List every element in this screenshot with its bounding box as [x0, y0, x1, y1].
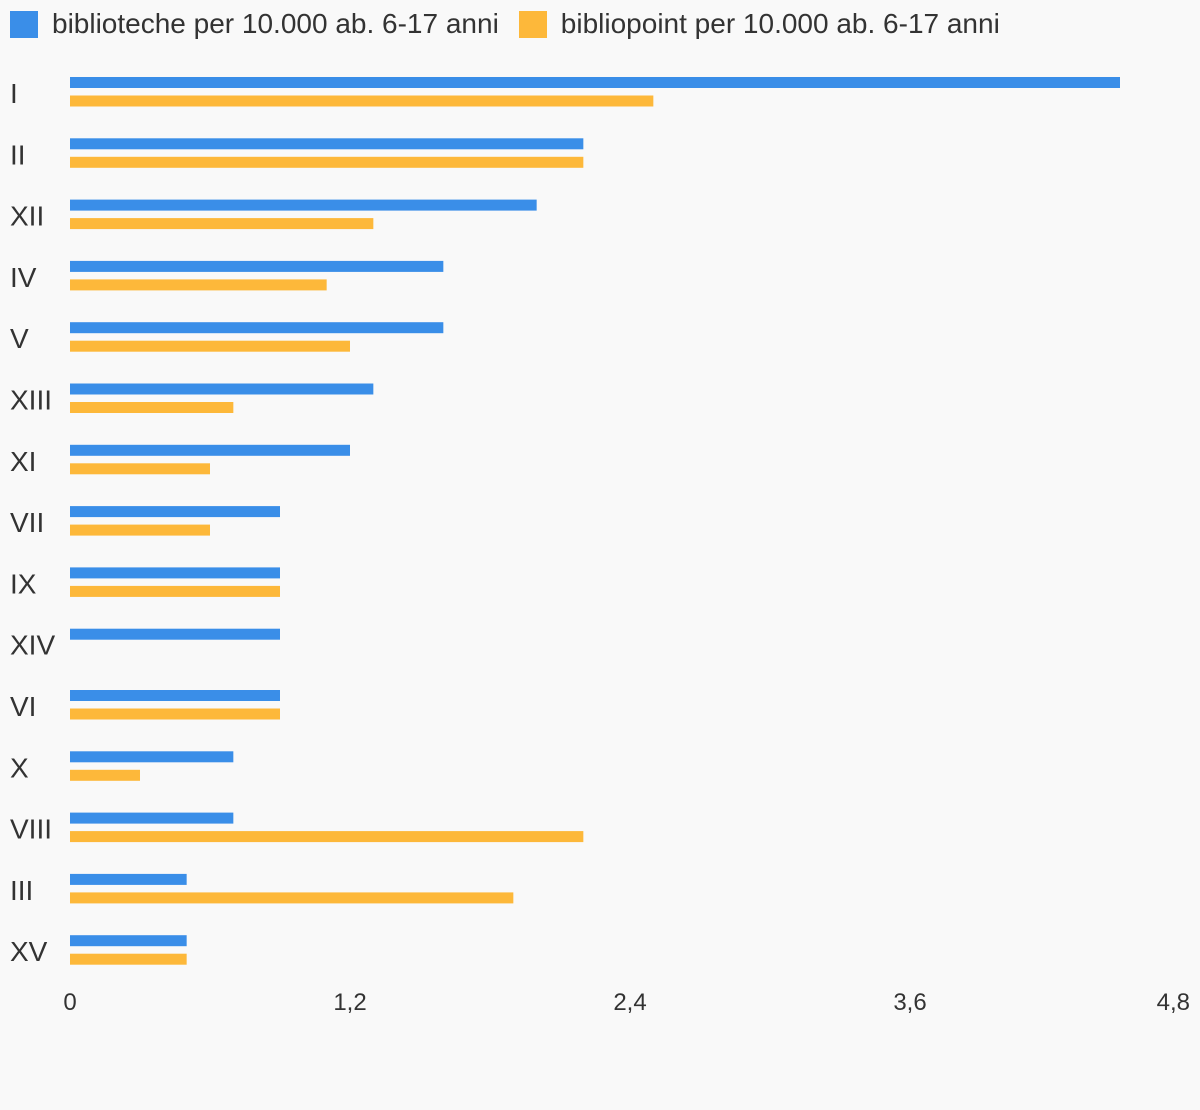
- bar-biblioteche: [70, 444, 350, 456]
- category-label: I: [10, 78, 18, 109]
- category-label: XV: [10, 936, 48, 967]
- bar-biblioteche: [70, 935, 187, 947]
- legend-item-biblioteche: biblioteche per 10.000 ab. 6-17 anni: [10, 8, 499, 40]
- bar-biblioteche: [70, 322, 444, 334]
- category-label: X: [10, 752, 29, 783]
- x-tick-label: 3,6: [893, 989, 926, 1016]
- bar-bibliopoint: [70, 831, 584, 843]
- category-label: IX: [10, 568, 37, 599]
- category-label: XIII: [10, 385, 52, 416]
- bar-bibliopoint: [70, 769, 140, 781]
- category-label: XIV: [10, 630, 55, 661]
- legend-swatch-bibliopoint: [518, 10, 547, 38]
- bar-bibliopoint: [70, 953, 187, 965]
- category-label: VIII: [10, 814, 52, 845]
- bar-bibliopoint: [70, 708, 280, 720]
- x-tick-label: 0: [63, 989, 76, 1016]
- bar-bibliopoint: [70, 524, 210, 536]
- bar-bibliopoint: [70, 279, 327, 291]
- category-label: XII: [10, 201, 44, 232]
- bar-biblioteche: [70, 260, 444, 272]
- x-tick-label: 4,8: [1157, 989, 1190, 1016]
- x-tick-label: 1,2: [333, 989, 366, 1016]
- bar-bibliopoint: [70, 402, 234, 413]
- bar-biblioteche: [70, 751, 234, 763]
- bar-bibliopoint: [70, 463, 210, 475]
- bar-biblioteche: [70, 628, 280, 640]
- legend-label-bibliopoint: bibliopoint per 10.000 ab. 6-17 anni: [560, 8, 1000, 39]
- category-label: V: [10, 323, 29, 354]
- category-label: VII: [10, 507, 44, 538]
- x-tick-label: 2,4: [613, 989, 646, 1016]
- legend-label-biblioteche: biblioteche per 10.000 ab. 6-17 anni: [52, 8, 499, 39]
- category-label: II: [10, 139, 26, 170]
- bar-bibliopoint: [70, 585, 280, 597]
- bar-bibliopoint: [70, 156, 584, 168]
- category-label: VI: [10, 691, 36, 722]
- legend-item-bibliopoint: bibliopoint per 10.000 ab. 6-17 anni: [518, 8, 1000, 40]
- category-label: XI: [10, 446, 36, 477]
- category-label: III: [10, 875, 33, 906]
- bar-biblioteche: [70, 690, 280, 701]
- bar-biblioteche: [70, 506, 280, 518]
- bar-biblioteche: [70, 138, 584, 150]
- bar-biblioteche: [70, 199, 537, 211]
- bar-bibliopoint: [70, 892, 514, 904]
- bar-biblioteche: [70, 812, 234, 824]
- category-label: IV: [10, 262, 37, 293]
- bar-bibliopoint: [70, 218, 374, 230]
- bar-bibliopoint: [70, 95, 654, 107]
- bar-bibliopoint: [70, 340, 350, 352]
- bar-biblioteche: [70, 873, 187, 885]
- bar-biblioteche: [70, 77, 1120, 88]
- legend-swatch-biblioteche: [10, 10, 38, 38]
- bar-biblioteche: [70, 567, 280, 579]
- chart-legend: biblioteche per 10.000 ab. 6-17 anni bib…: [10, 8, 1020, 40]
- bar-biblioteche: [70, 383, 374, 395]
